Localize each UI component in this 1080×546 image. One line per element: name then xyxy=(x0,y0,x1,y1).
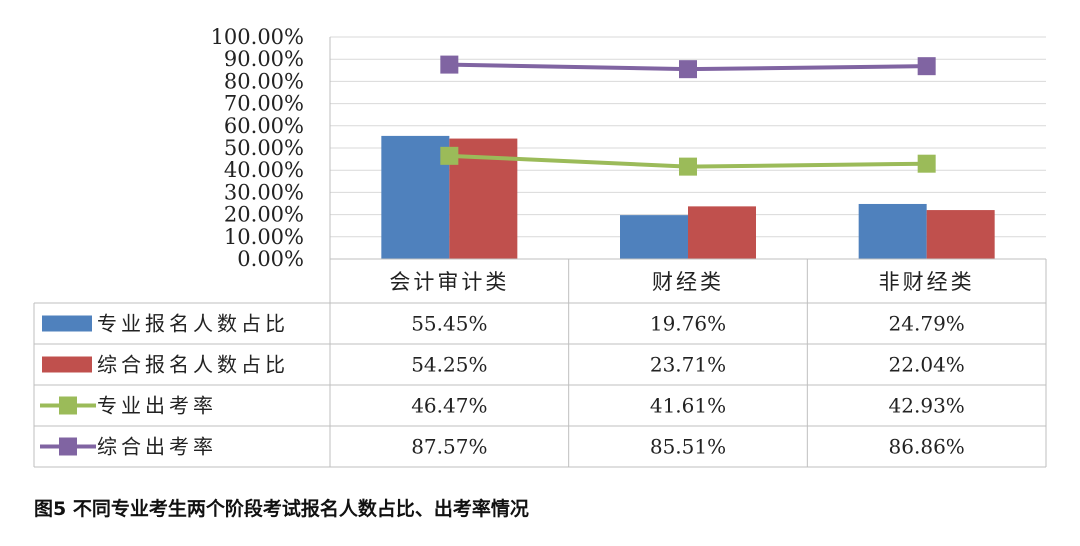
bar xyxy=(381,135,450,259)
y-tick-label: 0.00% xyxy=(237,247,304,271)
line-point xyxy=(917,57,936,76)
y-tick-label: 50.00% xyxy=(224,136,304,160)
legend-label: 专业出考率 xyxy=(97,394,217,418)
data-label: 41.61% xyxy=(650,394,726,418)
data-label: 46.47% xyxy=(411,394,487,418)
category-label: 财经类 xyxy=(652,270,724,294)
data-label: 86.86% xyxy=(889,435,965,459)
legend-key xyxy=(59,437,77,456)
line-point xyxy=(917,154,936,173)
y-tick-label: 80.00% xyxy=(224,69,304,93)
data-label: 19.76% xyxy=(650,312,726,336)
y-tick-label: 100.00% xyxy=(211,25,304,49)
lines xyxy=(440,55,936,176)
y-tick-label: 60.00% xyxy=(224,114,304,138)
legend-key xyxy=(42,356,92,373)
line-point xyxy=(440,146,459,165)
bar xyxy=(858,203,927,259)
bar xyxy=(688,206,756,259)
y-axis: 0.00%10.00%20.00%30.00%40.00%50.00%60.00… xyxy=(211,25,331,271)
y-tick-label: 20.00% xyxy=(224,203,304,227)
y-tick-label: 30.00% xyxy=(224,180,304,204)
data-label: 24.79% xyxy=(889,312,965,336)
y-tick-label: 40.00% xyxy=(224,158,304,182)
data-label: 54.25% xyxy=(411,353,487,377)
data-label: 23.71% xyxy=(650,353,726,377)
bar xyxy=(620,215,688,259)
legend-label: 综合出考率 xyxy=(97,435,217,459)
data-label: 87.57% xyxy=(411,435,487,459)
y-tick-label: 70.00% xyxy=(224,92,304,116)
data-label: 22.04% xyxy=(889,353,965,377)
data-label: 85.51% xyxy=(650,435,726,459)
legend-key xyxy=(42,315,92,332)
data-label: 42.93% xyxy=(889,394,965,418)
line-point xyxy=(679,157,697,176)
category-label: 非财经类 xyxy=(879,270,975,294)
y-tick-label: 10.00% xyxy=(224,225,304,249)
legend-key xyxy=(59,396,77,415)
legend-label: 综合报名人数占比 xyxy=(97,353,289,377)
data-label: 55.45% xyxy=(411,312,487,336)
combo-chart: 0.00%10.00%20.00%30.00%40.00%50.00%60.00… xyxy=(33,25,1047,468)
figure-caption: 图5 不同专业考生两个阶段考试报名人数占比、出考率情况 xyxy=(34,498,529,520)
bar xyxy=(926,210,995,259)
line-point xyxy=(440,55,459,74)
line-point xyxy=(679,60,697,79)
bars xyxy=(381,135,995,259)
category-label: 会计审计类 xyxy=(389,270,509,294)
y-tick-label: 90.00% xyxy=(224,47,304,71)
legend-label: 专业报名人数占比 xyxy=(97,312,289,336)
